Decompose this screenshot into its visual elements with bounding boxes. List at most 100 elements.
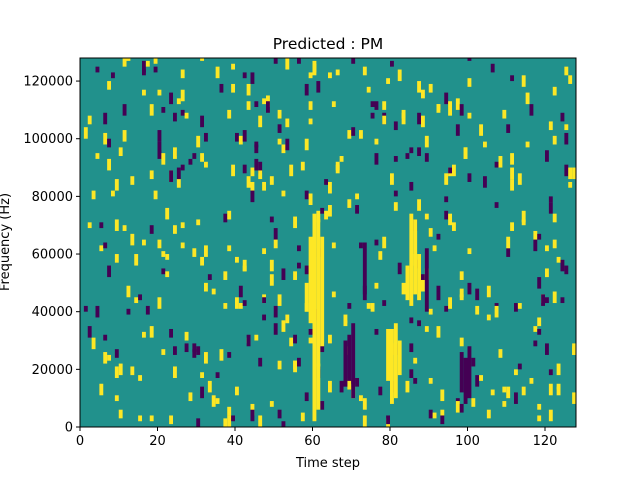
heatmap-cell-high	[227, 406, 232, 416]
heatmap-cell-high	[548, 409, 553, 422]
heatmap-cell-high	[471, 398, 476, 407]
heatmap-cell-high	[289, 337, 294, 347]
heatmap-cell-low	[126, 308, 131, 315]
heatmap-cell-high	[486, 314, 491, 321]
heatmap-cell-low	[297, 262, 301, 269]
heatmap-cell-high	[223, 418, 228, 427]
heatmap-cell-high	[149, 326, 154, 338]
heatmap-cell-low	[444, 92, 449, 105]
heatmap-cell-low	[103, 242, 108, 249]
x-tick-label: 40	[227, 434, 244, 449]
heatmap-cell-high	[87, 115, 92, 125]
heatmap-cell-high	[180, 69, 185, 79]
heatmap-cell-high	[196, 135, 201, 148]
heatmap-cell-low	[436, 285, 441, 292]
heatmap-cell-high	[262, 181, 267, 191]
heatmap-cell-high	[452, 164, 456, 177]
heatmap-cell-high	[165, 254, 170, 260]
heatmap-cell-low	[254, 101, 259, 108]
heatmap-cell-high	[517, 173, 522, 185]
heatmap-cell-low	[297, 357, 301, 367]
heatmap-cell-high	[308, 72, 313, 79]
heatmap-cell-high	[440, 389, 445, 402]
heatmap-cell-high	[180, 242, 185, 249]
heatmap-cell-low	[424, 153, 429, 162]
heatmap-cell-low	[351, 58, 356, 64]
heatmap-cell-high	[227, 415, 232, 427]
heatmap-cell-high	[428, 83, 433, 93]
heatmap-cell-low	[467, 58, 472, 61]
heatmap-cell-low	[370, 101, 375, 108]
heatmap-cell-high	[393, 202, 398, 211]
heatmap-cell-high	[498, 156, 503, 168]
heatmap-cell-low	[103, 112, 108, 125]
heatmap-cell-high	[568, 167, 573, 180]
heatmap-cell-high	[293, 216, 298, 229]
heatmap-cell-high	[308, 118, 313, 125]
heatmap-cell-high	[552, 239, 557, 249]
heatmap-cell-high	[293, 271, 298, 280]
heatmap-cell-high	[258, 115, 263, 128]
heatmap-cell-low	[281, 268, 286, 280]
heatmap-cell-high	[157, 239, 162, 249]
heatmap-cell-high	[103, 132, 108, 145]
heatmap-cell-low	[145, 305, 150, 315]
heatmap-cell-high	[556, 386, 561, 396]
heatmap-cell-low	[95, 305, 100, 318]
heatmap-cell-low	[107, 138, 112, 148]
heatmap-cell-low	[308, 328, 313, 335]
heatmap-cell-high	[149, 104, 154, 116]
heatmap-cell-low	[393, 156, 398, 162]
heatmap-cell-high	[498, 349, 503, 358]
heatmap-cell-low	[320, 343, 325, 353]
heatmap-cell-high	[510, 153, 515, 165]
heatmap-cell-high	[374, 138, 379, 145]
heatmap-band-low	[347, 334, 352, 381]
heatmap-cell-high	[258, 170, 263, 180]
heatmap-cell-high	[424, 213, 429, 220]
heatmap-cell-high	[452, 222, 456, 231]
heatmap-cell-low	[223, 213, 228, 223]
heatmap-cell-high	[448, 213, 453, 226]
x-tick-label: 60	[304, 434, 321, 449]
heatmap-cell-low	[138, 294, 143, 301]
heatmap-cell-high	[161, 251, 166, 257]
heatmap-cell-low	[564, 132, 569, 145]
heatmap-cell-low	[421, 274, 425, 280]
heatmap-cell-low	[273, 58, 278, 64]
heatmap-cell-low	[250, 409, 255, 422]
heatmap-cell-high	[521, 386, 526, 396]
heatmap-cell-high	[308, 101, 313, 110]
heatmap-cell-high	[250, 181, 255, 191]
heatmap-cell-high	[463, 147, 468, 159]
heatmap-cell-high	[142, 89, 146, 96]
heatmap-cell-low	[444, 305, 449, 312]
heatmap-cell-low	[564, 265, 569, 275]
heatmap-cell-low	[277, 409, 282, 419]
heatmap-cell-low	[277, 124, 282, 133]
heatmap-cell-high	[173, 225, 177, 234]
heatmap-cell-low	[393, 121, 398, 131]
heatmap-cell-low	[293, 334, 298, 344]
heatmap-cell-high	[390, 173, 394, 185]
heatmap-cell-high	[366, 303, 371, 309]
heatmap-cell-low	[169, 92, 174, 105]
heatmap-cell-high	[184, 331, 189, 341]
heatmap-cell-high	[459, 337, 464, 347]
heatmap-cell-high	[231, 83, 236, 93]
heatmap-cell-high	[289, 164, 294, 177]
heatmap-cell-high	[204, 282, 208, 292]
heatmap-cell-high	[362, 66, 367, 76]
heatmap-cell-low	[273, 305, 278, 318]
heatmap-cell-low	[188, 158, 193, 165]
heatmap-cell-high	[331, 101, 336, 108]
heatmap-cell-low	[204, 132, 208, 142]
heatmap-cell-high	[196, 219, 201, 226]
heatmap-cell-high	[227, 109, 232, 119]
heatmap-band-high	[397, 340, 402, 376]
heatmap-cell-high	[231, 164, 236, 177]
heatmap-cell-high	[525, 141, 530, 148]
heatmap-cell-high	[548, 121, 553, 131]
heatmap-cell-high	[176, 98, 181, 105]
x-axis-label: Time step	[295, 456, 360, 471]
